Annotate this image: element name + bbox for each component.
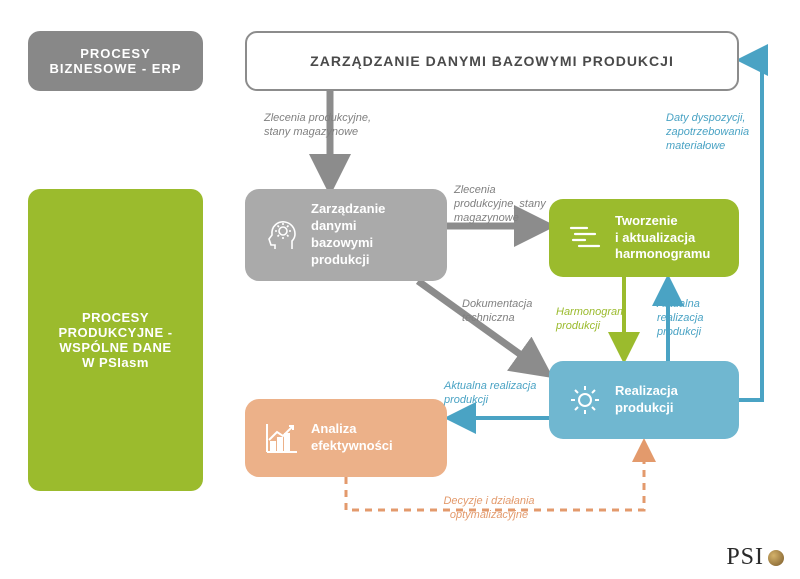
edge-label-e3: Dokumentacja techniczna bbox=[462, 298, 532, 326]
psi-logo-text: PSI bbox=[726, 544, 764, 571]
node-analysis: Analiza efektywności bbox=[245, 399, 447, 477]
node-mgmt: Zarządzanie danymi bazowymi produkcji bbox=[245, 189, 447, 281]
edge-label-e4: Harmonogram produkcji bbox=[556, 306, 626, 334]
gear-icon bbox=[565, 380, 605, 420]
node-schedule: Tworzenie i aktualizacja harmonogramu bbox=[549, 199, 739, 277]
psi-logo: PSI bbox=[726, 544, 784, 571]
top-header-text: ZARZĄDZANIE DANYMI BAZOWYMI PRODUKCJI bbox=[310, 53, 674, 69]
node-mgmt-label: Zarządzanie danymi bazowymi produkcji bbox=[311, 201, 385, 269]
erp-box-text: PROCESY BIZNESOWE - ERP bbox=[49, 46, 181, 76]
node-schedule-label: Tworzenie i aktualizacja harmonogramu bbox=[615, 213, 710, 264]
psi-logo-icon bbox=[768, 550, 784, 566]
edge-label-e8: Daty dyspozycji, zapotrzebowania materia… bbox=[666, 112, 749, 153]
chart-icon bbox=[261, 418, 301, 458]
node-realize: Realizacja produkcji bbox=[549, 361, 739, 439]
edge-label-e7: Decyzje i działania optymalizacyjne bbox=[424, 495, 554, 523]
edge-label-e2: Zlecenia produkcyjne, stany magazynowe bbox=[454, 184, 546, 225]
edge-label-e1: Zlecenia produkcyjne, stany magazynowe bbox=[264, 112, 371, 140]
psiasm-box-text: PROCESY PRODUKCYJNE - WSPÓLNE DANE W PSI… bbox=[58, 310, 172, 370]
arrow-mgmt-to-realize bbox=[418, 281, 542, 370]
top-header-box: ZARZĄDZANIE DANYMI BAZOWYMI PRODUKCJI bbox=[245, 31, 739, 91]
edge-label-e6: Aktualna realizacja produkcji bbox=[444, 380, 536, 408]
gantt-icon bbox=[565, 218, 605, 258]
psiasm-box: PROCESY PRODUKCYJNE - WSPÓLNE DANE W PSI… bbox=[28, 189, 203, 491]
erp-box: PROCESY BIZNESOWE - ERP bbox=[28, 31, 203, 91]
edge-label-e5: Aktualna realizacja produkcji bbox=[657, 298, 703, 339]
head-gear-icon bbox=[261, 215, 301, 255]
arrow-realize-to-top bbox=[739, 60, 762, 400]
node-realize-label: Realizacja produkcji bbox=[615, 383, 678, 417]
node-analysis-label: Analiza efektywności bbox=[311, 421, 393, 455]
